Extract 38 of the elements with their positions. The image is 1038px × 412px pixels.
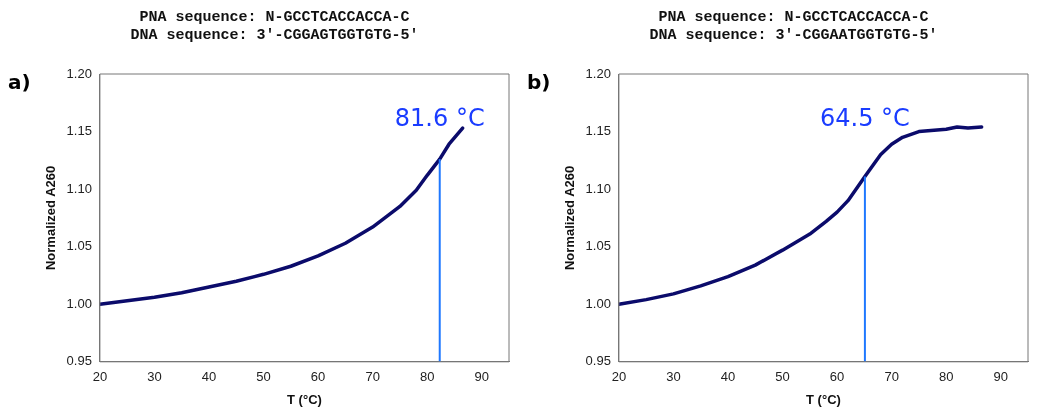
y-tick-label: 1.00 xyxy=(585,295,611,311)
x-tick-label: 40 xyxy=(720,369,736,385)
x-tick-label: 80 xyxy=(419,369,435,385)
x-axis-title: T (°C) xyxy=(287,391,322,407)
y-tick-label: 1.05 xyxy=(585,238,611,254)
chart-title: PNA sequence: N-GCCTCACCACCA-C DNA sequence: 3′-CGGAATGGTGTG-5′ xyxy=(649,8,938,44)
text: b) xyxy=(527,70,551,95)
y-tick-label: 1.20 xyxy=(66,65,92,81)
chart-title: PNA sequence: N-GCCTCACCACCA-C DNA sequence: 3′-CGGAGTGGTGTG-5′ xyxy=(130,8,419,44)
x-tick-label: 30 xyxy=(666,369,681,385)
y-tick-label: 1.10 xyxy=(585,180,611,196)
x-tick-label: 80 xyxy=(938,369,954,385)
x-tick-label: 60 xyxy=(310,369,326,385)
y-axis-title: Normalized A260 xyxy=(562,165,578,271)
x-tick-label: 30 xyxy=(147,369,162,385)
x-tick-label: 50 xyxy=(256,369,271,385)
y-tick-label: 1.05 xyxy=(66,238,92,254)
x-tick-label: 20 xyxy=(611,369,627,385)
y-tick-label: 1.20 xyxy=(585,65,611,81)
x-tick-label: 60 xyxy=(829,369,845,385)
y-tick-label: 1.10 xyxy=(66,180,92,196)
x-tick-label: 20 xyxy=(92,369,108,385)
x-tick-label: 90 xyxy=(474,369,489,385)
y-tick-label: 0.95 xyxy=(66,353,92,369)
y-tick-label: 1.00 xyxy=(66,295,92,311)
ref-line-label: 64.5 °C xyxy=(819,103,910,132)
x-tick-label: 50 xyxy=(775,369,790,385)
y-tick-label: 0.95 xyxy=(585,353,611,369)
ref-line-label: 81.6 °C xyxy=(394,103,485,132)
x-tick-label: 90 xyxy=(993,369,1008,385)
x-tick-label: 70 xyxy=(365,369,380,385)
x-tick-label: 70 xyxy=(884,369,899,385)
x-axis-title: T (°C) xyxy=(806,391,841,407)
y-tick-label: 1.15 xyxy=(66,123,92,139)
y-axis-title: Normalized A260 xyxy=(43,165,59,271)
x-tick-label: 40 xyxy=(201,369,217,385)
text: a) xyxy=(8,70,31,95)
y-tick-label: 1.15 xyxy=(585,123,611,139)
